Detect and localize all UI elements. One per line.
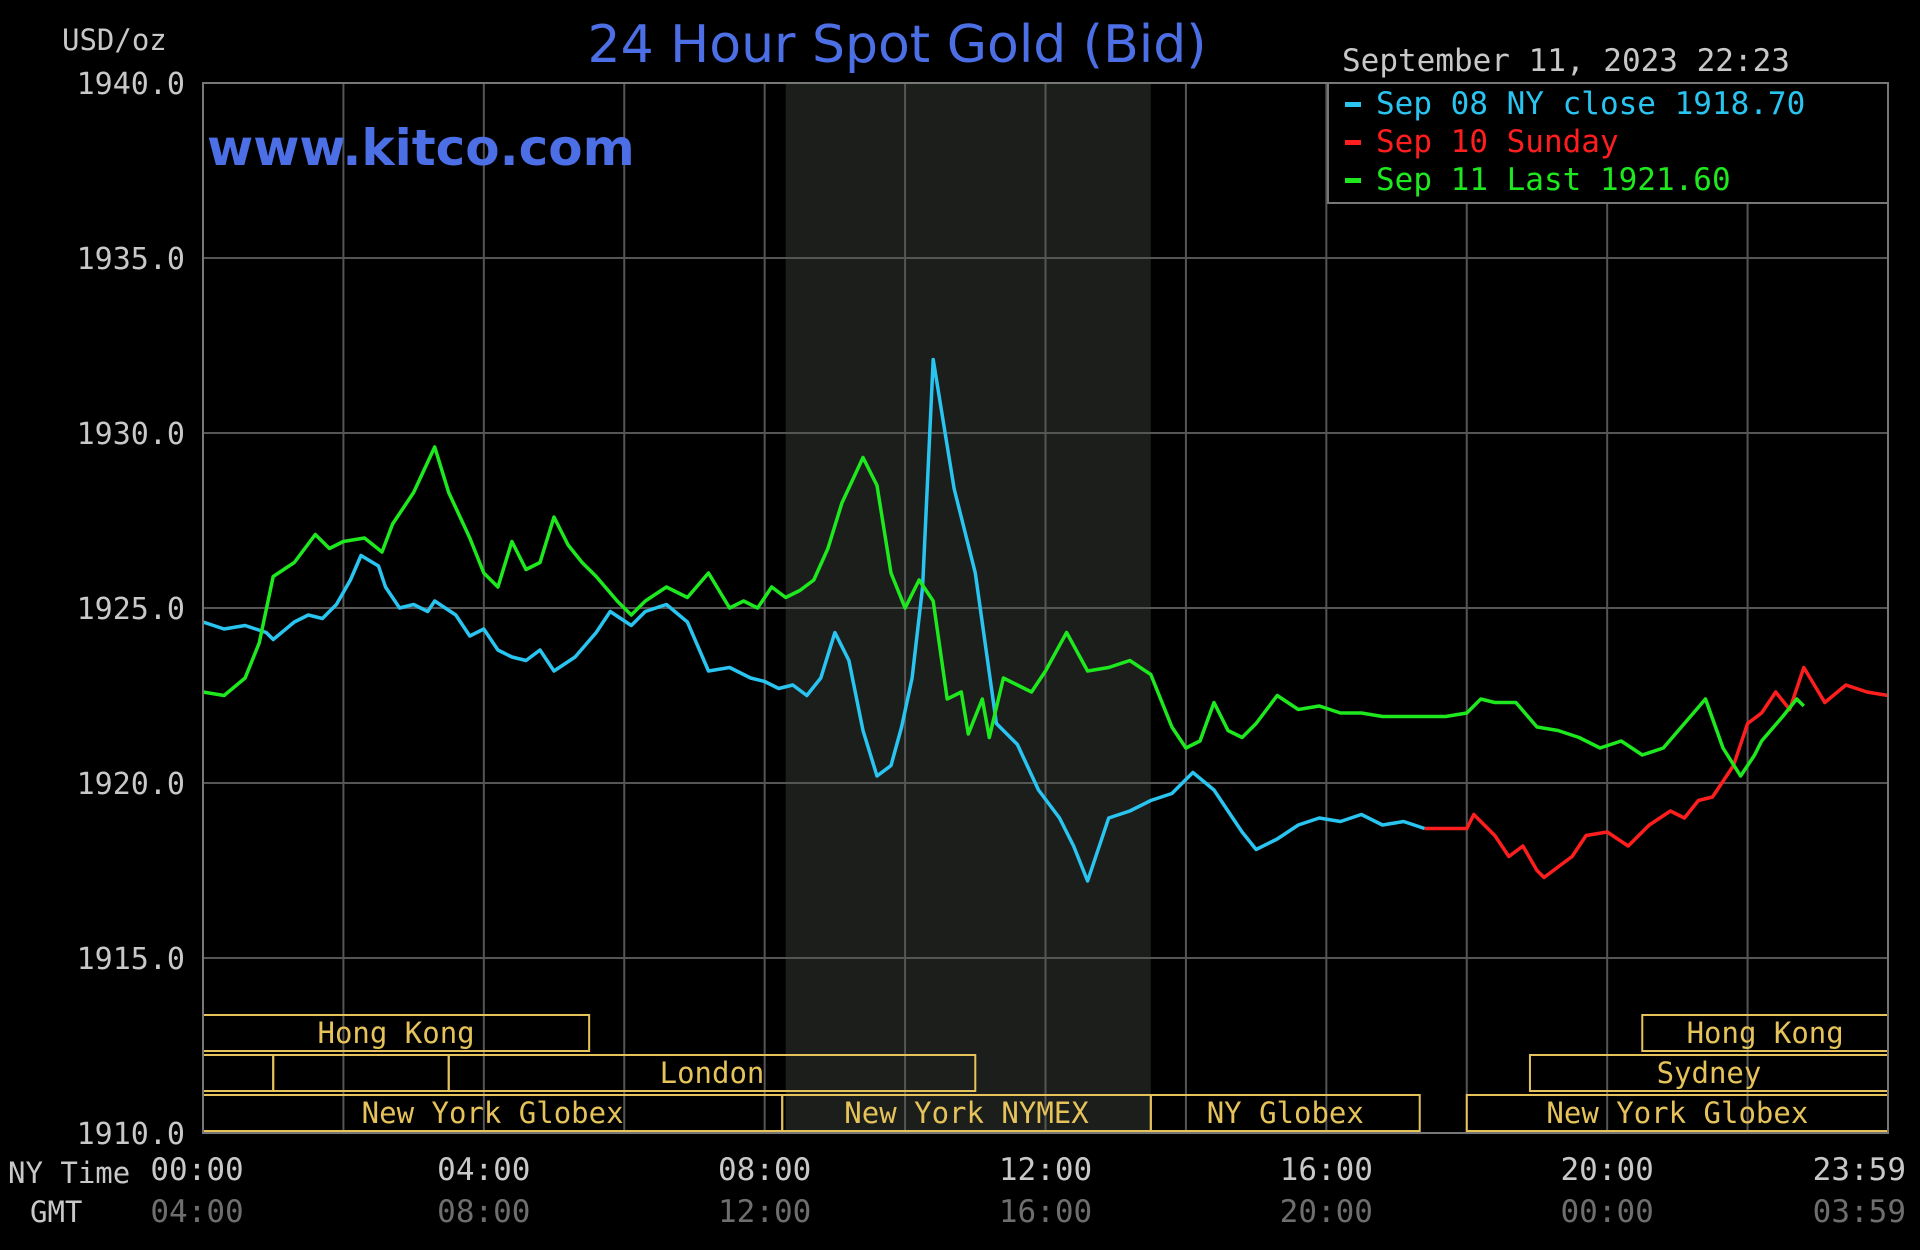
y-unit-label: USD/oz [62,23,167,57]
x-tick-ny: 00:00 [150,1152,243,1188]
x-tick-ny: 23:59 [1813,1152,1906,1188]
y-tick-label: 1920.0 [77,767,185,802]
x-tick-gmt: 00:00 [1561,1194,1654,1230]
session-label: Hong Kong [1687,1016,1844,1050]
legend-entry: Sep 11 Last 1921.60 [1376,162,1731,198]
x-tick-gmt: 12:00 [718,1194,811,1230]
ny-time-label: NY Time [8,1156,130,1190]
session-label: New York NYMEX [844,1096,1089,1130]
session-box [1149,1094,1421,1132]
session-label: New York Globex [362,1096,624,1130]
trading-sessions: Hong Kong London New York Globex New York N… [202,1014,1890,1132]
chart-timestamp: September 11, 2023 22:23 [1342,43,1790,79]
x-tick-ny: 12:00 [999,1152,1092,1188]
legend-swatch [1345,140,1361,145]
session-label: Sydney [1657,1056,1762,1090]
y-tick-label: 1910.0 [77,1117,185,1152]
series-line-1 [202,357,1426,883]
legend-swatch [1345,102,1361,107]
x-tick-ny: 08:00 [718,1152,811,1188]
x-tick-gmt: 03:59 [1813,1194,1906,1230]
series-lines [202,357,1889,883]
gmt-label: GMT [30,1195,82,1229]
session-label: London [660,1056,765,1090]
session-label: NY Globex [1207,1096,1364,1130]
session-box [447,1054,977,1092]
y-tick-label: 1915.0 [77,942,185,977]
y-tick-label: 1935.0 [77,242,185,277]
session-label: New York Globex [1546,1096,1808,1130]
kitco-watermark: www.kitco.com [207,119,635,177]
legend-entry: Sep 08 NY close 1918.70 [1376,86,1805,122]
chart-title: 24 Hour Spot Gold (Bid) [587,15,1206,75]
x-tick-ny: 20:00 [1561,1152,1654,1188]
x-tick-gmt: 08:00 [437,1194,530,1230]
plot-frame [202,82,1889,1134]
x-tick-gmt: 20:00 [1280,1194,1373,1230]
x-tick-ny: 04:00 [437,1152,530,1188]
legend-entry: Sep 10 Sunday [1376,124,1619,160]
legend-box [1327,82,1889,204]
x-tick-ny: 16:00 [1280,1152,1373,1188]
series-line-2 [1424,665,1889,880]
x-tick-gmt: 04:00 [150,1194,243,1230]
y-tick-label: 1925.0 [77,592,185,627]
session-label: Hong Kong [318,1016,475,1050]
grid-lines [203,83,1888,1133]
y-tick-label: 1930.0 [77,417,185,452]
series-line-3 [202,445,1806,778]
x-tick-gmt: 16:00 [999,1194,1092,1230]
legend-swatch [1345,178,1361,183]
y-tick-label: 1940.0 [77,67,185,102]
axes: 1940.0 1935.0 1930.0 1925.0 1920.0 1915.0 1910… [77,67,1906,1230]
